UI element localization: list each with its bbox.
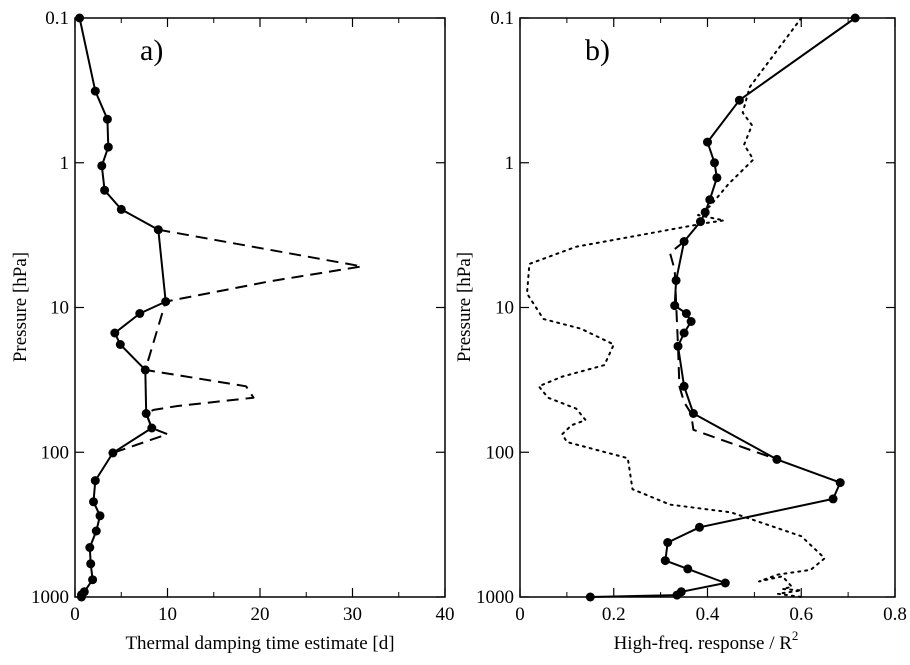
panel-b-y-tick-label: 100 — [486, 442, 515, 463]
panel-a-data-point — [115, 340, 125, 349]
panel-a: 0 10 20 30 40 0.1 1 10 100 1000 a) Thermal dampin… — [10, 8, 455, 654]
panel-b-label: b) — [585, 34, 610, 67]
panel-b-x-axis-label-text: High-freq. response / R — [614, 633, 793, 654]
panel-a-frame — [74, 17, 446, 598]
panel-b-data-point — [670, 301, 680, 311]
panel-b-y-tick-label: 1 — [505, 153, 515, 174]
panel-b-y-tick-label: 1000 — [476, 587, 514, 608]
panel-a-data-point — [102, 114, 112, 124]
panel-a-data-point — [108, 448, 118, 458]
panel-b-tick-labels: 0 0.2 0.4 0.6 0.8 0.1 1 10 100 1000 — [476, 8, 907, 625]
panel-b-series — [526, 13, 860, 602]
panel-a-data-point — [86, 559, 96, 569]
panel-b-ticks — [519, 17, 896, 598]
panel-b-series-dotted-line — [526, 17, 826, 598]
panel-b-series-solid-markers-line — [590, 17, 856, 598]
panel-a-y-tick-label: 0.1 — [45, 8, 69, 29]
panel-a-y-axis-label: Pressure [hPa] — [10, 252, 31, 362]
panel-a-x-tick-label: 30 — [343, 604, 362, 625]
panel-b-y-tick-label: 10 — [495, 298, 514, 319]
panel-a-data-point — [95, 511, 105, 521]
panel-b-data-point — [700, 207, 710, 217]
panel-a-data-point — [100, 185, 110, 195]
panel-b-data-point — [835, 478, 845, 488]
panel-b-data-point — [712, 173, 722, 183]
panel-a-data-point — [90, 476, 100, 486]
panel-b-data-point — [828, 494, 838, 504]
panel-b-data-point — [585, 592, 595, 602]
panel-b-data-point — [720, 578, 730, 588]
panel-a-x-axis-label: Thermal damping time estimate [d] — [125, 633, 394, 654]
panel-a-data-point — [103, 142, 113, 152]
panel-b-x-axis-label: High-freq. response / R2 — [614, 628, 799, 654]
panel-a-x-tick-label: 10 — [158, 604, 177, 625]
panel-b-x-tick-label: 0 — [515, 604, 525, 625]
panel-a-y-tick-label: 1 — [60, 153, 70, 174]
panel-a-data-point — [88, 575, 98, 585]
panel-b-data-point — [673, 341, 683, 351]
panel-b-data-point — [681, 309, 691, 318]
panel-a-y-tick-label: 100 — [41, 442, 70, 463]
panel-a-series — [75, 13, 363, 602]
panel-a-data-point — [110, 328, 120, 338]
panel-b-data-point — [688, 409, 698, 418]
panel-b-data-point — [710, 158, 719, 168]
panel-b-data-point — [695, 522, 704, 532]
panel-a-data-point — [77, 592, 86, 602]
panel-a-x-tick-label: 0 — [70, 604, 80, 625]
panel-a-series-solid-markers-line — [78, 17, 167, 597]
panel-b-data-point — [703, 137, 712, 147]
panel-b: 0 0.2 0.4 0.6 0.8 0.1 1 10 100 1000 b) High-freq.… — [454, 8, 907, 654]
panel-b-data-point — [663, 538, 673, 547]
panel-b-data-point — [705, 195, 715, 205]
panel-b-data-point — [660, 556, 670, 566]
panel-a-y-tick-label: 10 — [50, 298, 69, 319]
panel-b-x-tick-label: 0.8 — [883, 604, 907, 625]
panel-a-data-point — [135, 309, 145, 318]
panel-b-data-point — [679, 381, 689, 391]
panel-b-data-point — [734, 95, 744, 105]
panel-b-x-tick-label: 0.4 — [696, 604, 720, 625]
panel-a-y-tick-label: 1000 — [31, 587, 69, 608]
panel-b-data-point — [672, 590, 682, 600]
panel-a-label: a) — [140, 34, 163, 67]
panel-a-data-point — [89, 497, 98, 507]
panel-b-x-tick-label: 0.2 — [602, 604, 626, 625]
panel-b-y-tick-label: 0.1 — [490, 8, 514, 29]
panel-a-data-point — [91, 526, 101, 536]
panel-a-data-point — [75, 13, 85, 23]
panel-b-data-point — [686, 317, 696, 326]
panel-a-x-tick-label: 40 — [436, 604, 455, 625]
panel-a-data-point — [85, 543, 95, 552]
panel-b-y-axis-label: Pressure [hPa] — [454, 252, 475, 362]
panel-a-data-point — [116, 204, 126, 214]
panel-a-data-point — [147, 423, 157, 433]
panel-b-series-dashed-line — [669, 240, 778, 461]
panel-a-x-tick-label: 20 — [251, 604, 270, 625]
panel-a-tick-labels: 0 10 20 30 40 0.1 1 10 100 1000 — [31, 8, 455, 625]
panel-a-data-point — [141, 409, 151, 418]
panel-b-x-axis-label-superscript: 2 — [792, 628, 799, 643]
panel-a-series-dashed-line — [112, 228, 363, 454]
panel-b-data-point — [850, 13, 860, 23]
panel-b-x-tick-label: 0.6 — [789, 604, 813, 625]
panel-a-data-point — [97, 161, 107, 171]
panel-b-data-point — [683, 564, 693, 574]
panel-b-data-point — [679, 328, 689, 338]
panel-a-data-point — [90, 86, 100, 96]
panel-a-ticks — [74, 17, 446, 598]
